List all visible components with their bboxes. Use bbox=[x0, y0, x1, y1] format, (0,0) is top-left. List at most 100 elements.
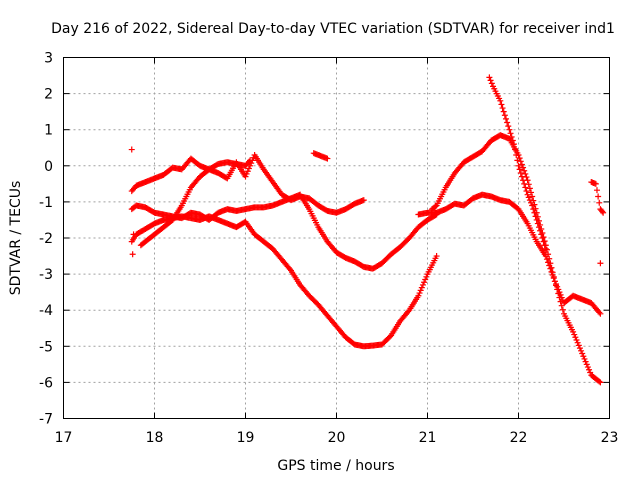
data-point bbox=[532, 213, 539, 220]
data-point bbox=[506, 126, 513, 133]
data-point bbox=[521, 167, 528, 174]
data-point bbox=[580, 353, 587, 360]
data-point bbox=[510, 141, 517, 148]
y-tick-label: -7 bbox=[39, 412, 53, 428]
data-point bbox=[520, 177, 527, 184]
data-point bbox=[549, 269, 556, 276]
data-point bbox=[498, 101, 505, 108]
y-axis-title: SDTVAR / TECUs bbox=[8, 181, 24, 296]
data-point bbox=[423, 273, 430, 280]
data-point bbox=[531, 209, 538, 216]
data-point bbox=[129, 251, 136, 258]
data-point bbox=[543, 246, 550, 253]
x-tick-label: 17 bbox=[55, 430, 73, 446]
data-point bbox=[548, 264, 555, 271]
data-point bbox=[542, 245, 549, 252]
data-point bbox=[535, 224, 542, 231]
data-point bbox=[558, 302, 565, 309]
x-tick-label: 19 bbox=[237, 430, 255, 446]
data-point bbox=[581, 355, 588, 362]
data-point bbox=[247, 157, 254, 164]
data-point bbox=[245, 158, 252, 165]
data-point bbox=[595, 193, 602, 200]
y-tick-label: -4 bbox=[39, 303, 53, 319]
data-point bbox=[324, 155, 331, 162]
data-point bbox=[539, 235, 546, 241]
data-point bbox=[515, 162, 522, 169]
x-tick-label: 22 bbox=[510, 430, 528, 446]
data-point bbox=[578, 347, 585, 354]
data-point bbox=[593, 187, 600, 194]
data-point bbox=[600, 209, 607, 216]
data-point bbox=[555, 290, 562, 297]
data-point bbox=[508, 133, 515, 140]
y-tick-label: -6 bbox=[39, 375, 53, 391]
data-point bbox=[525, 194, 532, 201]
data-point bbox=[130, 231, 137, 238]
data-point bbox=[546, 255, 553, 262]
data-point bbox=[518, 161, 525, 168]
y-tick-label: 1 bbox=[44, 123, 53, 139]
data-point bbox=[504, 119, 511, 126]
data-point bbox=[505, 123, 512, 130]
data-point bbox=[517, 158, 524, 165]
data-point bbox=[528, 199, 535, 206]
x-tick-label: 18 bbox=[146, 430, 164, 446]
data-point bbox=[419, 281, 426, 288]
data-point bbox=[534, 220, 541, 227]
data-point bbox=[520, 164, 527, 171]
x-tick-label: 20 bbox=[328, 430, 346, 446]
data-point bbox=[538, 231, 545, 238]
data-point bbox=[522, 170, 529, 177]
x-axis: 17 18 19 20 21 22 23 bbox=[55, 57, 618, 446]
data-point bbox=[286, 266, 293, 273]
y-tick-label: -1 bbox=[39, 195, 53, 211]
y-tick-label: -3 bbox=[39, 267, 53, 283]
chart-title: Day 216 of 2022, Sidereal Day-to-day VTE… bbox=[51, 21, 615, 37]
data-point bbox=[587, 369, 594, 376]
data-point bbox=[597, 379, 604, 386]
data-point bbox=[242, 173, 249, 180]
data-point bbox=[433, 253, 440, 260]
data-point bbox=[553, 282, 560, 289]
data-point bbox=[517, 170, 524, 177]
data-point bbox=[502, 115, 509, 122]
data-point bbox=[557, 298, 564, 305]
y-tick-label: 3 bbox=[44, 51, 53, 67]
x-axis-title: GPS time / hours bbox=[277, 458, 394, 474]
data-point bbox=[486, 74, 493, 81]
data-point bbox=[524, 191, 531, 198]
data-point bbox=[545, 251, 552, 258]
data-point bbox=[592, 180, 599, 187]
data-point bbox=[432, 203, 439, 210]
data-point bbox=[573, 336, 580, 343]
data-point bbox=[596, 199, 603, 206]
grid bbox=[63, 57, 610, 419]
data-point bbox=[488, 80, 495, 87]
x-tick-label: 21 bbox=[419, 430, 437, 446]
data-point bbox=[128, 146, 135, 153]
data-point bbox=[596, 309, 603, 316]
data-point bbox=[541, 242, 548, 249]
data-point bbox=[584, 364, 591, 371]
y-tick-label: -5 bbox=[39, 339, 53, 355]
data-point bbox=[514, 157, 521, 164]
data-point bbox=[583, 361, 590, 368]
data-point bbox=[522, 184, 529, 191]
data-point bbox=[523, 188, 530, 195]
data-point bbox=[570, 328, 577, 335]
data-point bbox=[596, 378, 603, 385]
data-point bbox=[405, 308, 412, 315]
data-point bbox=[528, 189, 535, 196]
data-point bbox=[516, 166, 523, 173]
data-point bbox=[526, 197, 533, 204]
data-point bbox=[529, 193, 536, 200]
y-axis: -7 -6 -5 -4 -3 -2 -1 0 1 2 3 bbox=[39, 51, 610, 428]
data-point bbox=[418, 284, 425, 291]
data-point bbox=[550, 273, 557, 280]
data-point bbox=[597, 260, 604, 267]
data-point bbox=[500, 108, 507, 115]
data-point bbox=[422, 276, 429, 283]
data-point bbox=[571, 331, 578, 338]
